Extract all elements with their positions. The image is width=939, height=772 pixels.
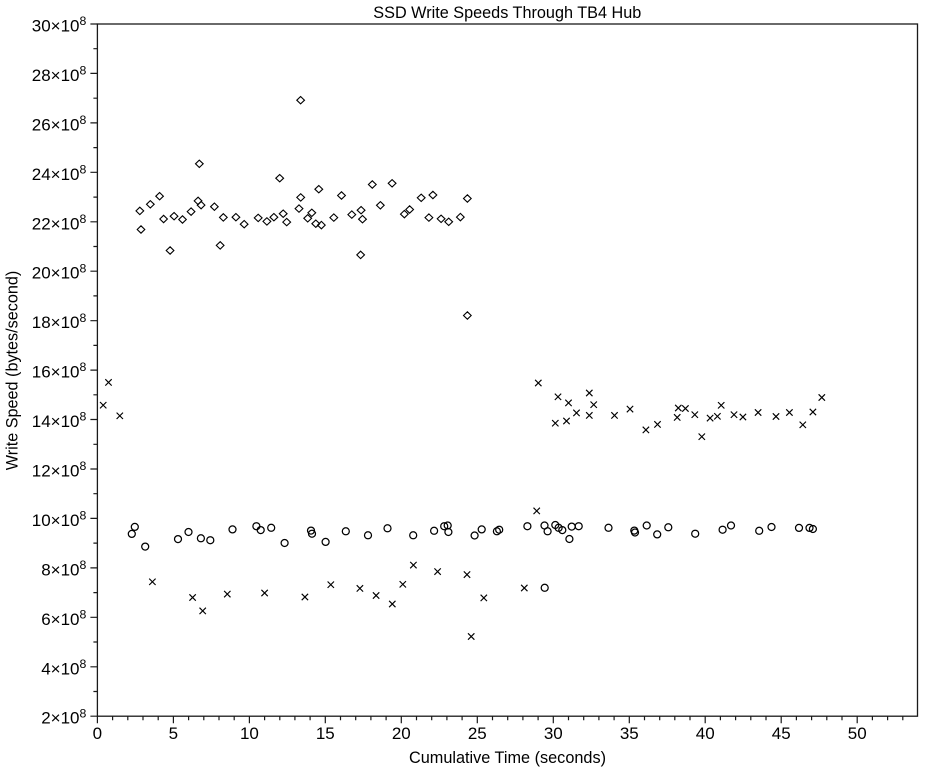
svg-text:25: 25 [468,724,487,743]
svg-text:16×10: 16×10 [32,363,80,382]
svg-text:4×10: 4×10 [41,659,79,678]
svg-text:8: 8 [80,212,87,226]
svg-text:8: 8 [80,14,87,28]
svg-text:20×10: 20×10 [32,264,80,283]
svg-text:8: 8 [80,162,87,176]
svg-text:26×10: 26×10 [32,115,80,134]
svg-text:8×10: 8×10 [41,560,79,579]
svg-text:8: 8 [80,459,87,473]
svg-text:10×10: 10×10 [32,511,80,530]
svg-text:6×10: 6×10 [41,610,79,629]
svg-text:22×10: 22×10 [32,214,80,233]
svg-text:Write Speed (bytes/second): Write Speed (bytes/second) [3,271,21,471]
svg-text:30×10: 30×10 [32,17,80,36]
svg-text:5: 5 [169,724,178,743]
svg-text:SSD Write Speeds Through TB4 H: SSD Write Speeds Through TB4 Hub [373,4,641,22]
svg-text:8: 8 [80,558,87,572]
svg-text:8: 8 [80,607,87,621]
svg-text:2×10: 2×10 [41,709,79,728]
svg-text:Cumulative Time (seconds): Cumulative Time (seconds) [409,749,606,767]
svg-text:8: 8 [80,311,87,325]
svg-text:40: 40 [696,724,715,743]
svg-text:14×10: 14×10 [32,412,80,431]
svg-text:8: 8 [80,113,87,127]
svg-text:8: 8 [80,261,87,275]
svg-text:8: 8 [80,360,87,374]
svg-text:30: 30 [544,724,563,743]
svg-text:8: 8 [80,706,87,720]
svg-text:18×10: 18×10 [32,313,80,332]
svg-text:12×10: 12×10 [32,462,80,481]
svg-text:15: 15 [316,724,335,743]
svg-text:45: 45 [772,724,791,743]
svg-text:24×10: 24×10 [32,165,80,184]
svg-text:50: 50 [848,724,867,743]
svg-text:8: 8 [80,410,87,424]
svg-text:10: 10 [240,724,259,743]
svg-text:28×10: 28×10 [32,66,80,85]
svg-text:8: 8 [80,64,87,78]
svg-text:35: 35 [620,724,639,743]
svg-text:8: 8 [80,657,87,671]
svg-text:0: 0 [93,724,102,743]
svg-text:8: 8 [80,509,87,523]
svg-text:20: 20 [392,724,411,743]
